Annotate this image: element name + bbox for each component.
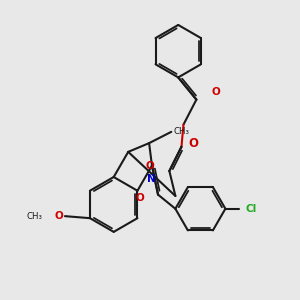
Text: Cl: Cl <box>245 204 257 214</box>
Text: O: O <box>145 161 154 171</box>
Text: O: O <box>212 87 220 97</box>
Text: N: N <box>147 174 155 184</box>
Text: CH₃: CH₃ <box>27 212 43 220</box>
Text: O: O <box>135 193 144 203</box>
Text: O: O <box>54 211 63 221</box>
Text: O: O <box>189 137 199 150</box>
Text: CH₃: CH₃ <box>174 127 190 136</box>
